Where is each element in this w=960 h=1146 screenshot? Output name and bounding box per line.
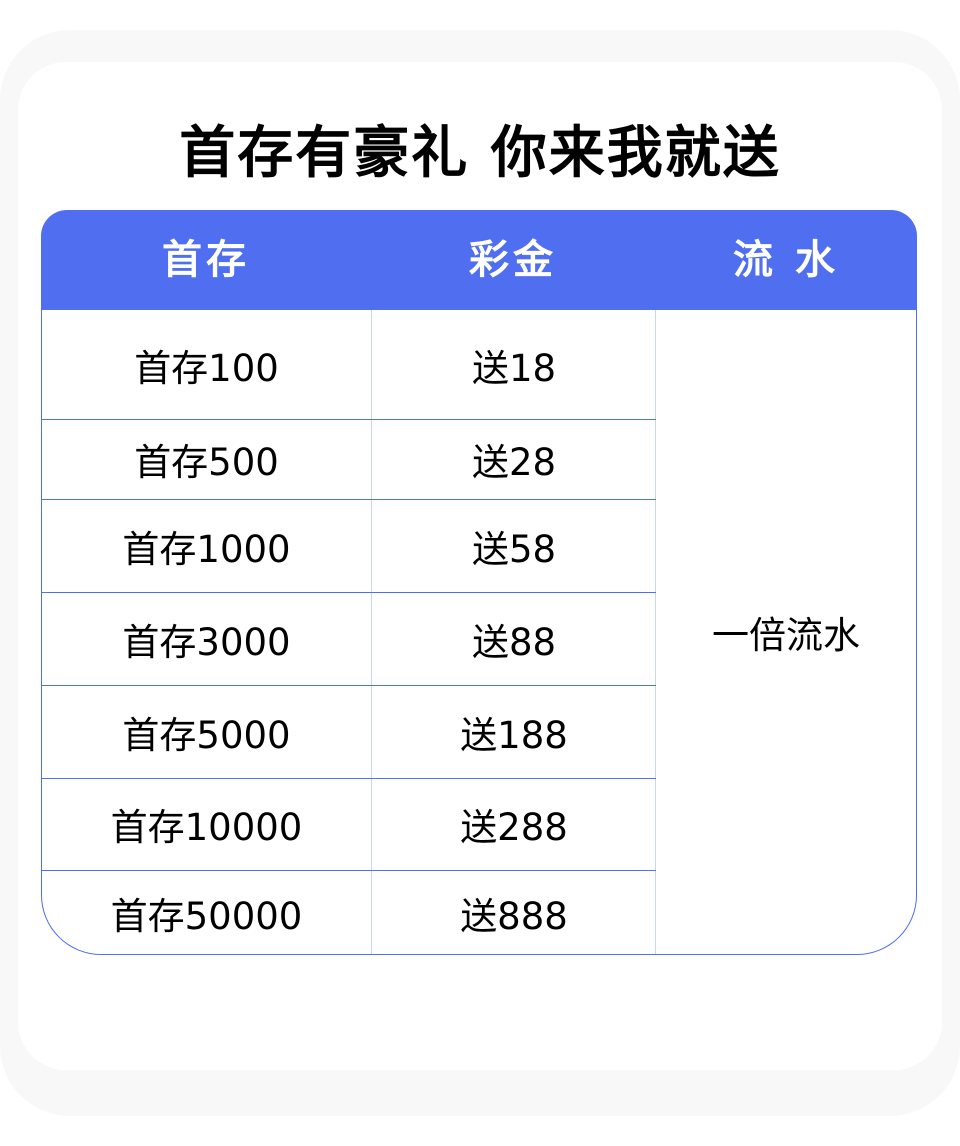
deposit-cell: 首存10000 — [110, 806, 303, 849]
deposit-cell: 首存1000 — [122, 527, 291, 571]
deposit-cell: 首存500 — [134, 441, 279, 484]
row-divider — [42, 685, 656, 686]
row-divider — [42, 419, 656, 420]
row-divider — [42, 499, 656, 500]
deposit-cell: 首存100 — [134, 346, 279, 390]
deposit-cell: 首存5000 — [122, 713, 291, 757]
table-row: 首存10000 送288 — [42, 778, 656, 870]
table-row: 首存50000 送888 — [42, 870, 656, 954]
column-divider — [371, 310, 372, 954]
header-bonus: 彩金 — [469, 237, 557, 283]
column-divider — [655, 310, 656, 954]
bonus-cell: 送188 — [460, 713, 568, 757]
table-row: 首存1000 送58 — [42, 499, 656, 592]
bonus-cell: 送58 — [471, 527, 557, 571]
table-row: 首存5000 送188 — [42, 685, 656, 778]
header-deposit: 首存 — [162, 237, 250, 283]
row-divider — [42, 778, 656, 779]
bonus-cell: 送18 — [471, 346, 557, 390]
page-title: 首存有豪礼 你来我就送 — [179, 121, 781, 186]
bonus-cell: 送888 — [460, 894, 568, 938]
deposit-cell: 首存3000 — [122, 620, 291, 664]
table-body: 一倍流水 首存100 送18 首存500 送28 首存1000 送58 首存3000 送88 首… — [41, 310, 917, 955]
bonus-cell: 送288 — [460, 806, 568, 849]
turnover-cell: 一倍流水 — [712, 614, 860, 657]
deposit-cell: 首存50000 — [110, 894, 303, 938]
row-divider — [42, 870, 656, 871]
table-row: 首存500 送28 — [42, 419, 656, 499]
table-row: 首存3000 送88 — [42, 592, 656, 685]
table-header: 首存 彩金 流 水 — [41, 210, 917, 310]
header-turnover: 流 水 — [733, 237, 839, 283]
row-divider — [42, 592, 656, 593]
bonus-table: 首存 彩金 流 水 一倍流水 首存100 送18 首存500 送28 首存1000 送58… — [41, 210, 917, 955]
table-row: 首存100 送18 — [42, 310, 656, 419]
bonus-cell: 送88 — [471, 620, 557, 664]
bonus-cell: 送28 — [471, 441, 557, 484]
